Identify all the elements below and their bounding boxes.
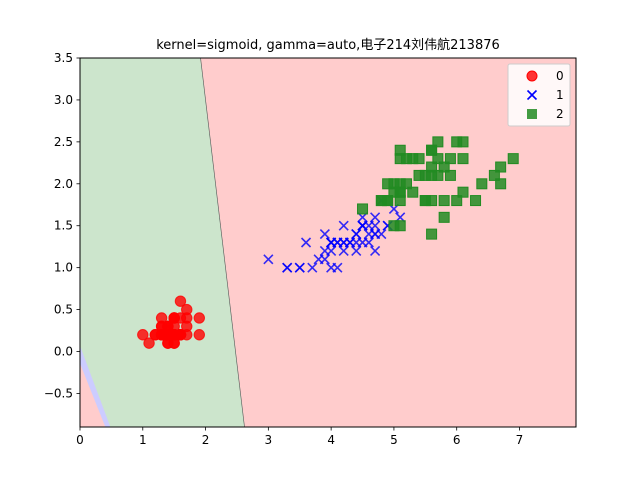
y-tick-label: 1.0	[54, 261, 73, 275]
point-class-2	[432, 136, 444, 148]
point-class-1	[319, 229, 330, 240]
point-class-2	[382, 178, 394, 190]
y-tick-label: 2.0	[54, 177, 73, 191]
point-class-0	[181, 303, 193, 316]
y-tick-label: 1.5	[54, 219, 73, 233]
legend-label-2: 2	[556, 107, 564, 121]
point-class-0	[137, 329, 149, 341]
point-class-1	[363, 229, 374, 240]
point-class-0	[162, 329, 174, 341]
point-class-2	[444, 169, 456, 181]
point-class-2	[419, 195, 431, 207]
point-class-2	[426, 228, 438, 240]
chart-title: kernel=sigmoid, gamma=auto,电子214刘伟航21387…	[156, 37, 500, 53]
point-class-1	[351, 229, 362, 240]
point-class-2	[394, 220, 406, 232]
point-class-0	[174, 295, 187, 307]
point-class-2	[394, 195, 406, 207]
point-class-1	[370, 212, 381, 223]
point-class-2	[438, 211, 450, 223]
point-class-2	[400, 178, 412, 190]
point-class-2	[438, 161, 450, 173]
point-class-2	[357, 203, 369, 215]
legend-box	[507, 63, 571, 127]
point-class-2	[375, 195, 387, 207]
x-tick-label: 3	[265, 433, 273, 447]
y-tick-label: 0.0	[54, 345, 73, 359]
legend: 0 1 2	[507, 63, 571, 127]
decision-regions	[80, 58, 576, 427]
point-class-2	[457, 186, 469, 198]
point-class-2	[426, 144, 438, 156]
point-class-2	[495, 178, 507, 190]
point-class-2	[413, 153, 425, 165]
point-class-2	[413, 169, 425, 181]
x-tick-label: 4	[327, 433, 335, 447]
point-class-0	[143, 337, 155, 349]
point-class-2	[451, 195, 463, 207]
point-class-2	[507, 153, 519, 165]
point-class-2	[438, 195, 450, 207]
point-class-1	[326, 245, 337, 256]
legend-marker-1	[526, 89, 538, 101]
x-tick-label: 2	[202, 433, 210, 447]
point-class-2	[470, 195, 482, 207]
x-tick-label: 5	[390, 433, 398, 447]
point-class-2	[407, 186, 419, 198]
data-points	[137, 136, 519, 349]
point-class-1	[338, 245, 349, 256]
point-class-2	[488, 169, 500, 181]
y-tick-label: 3.5	[54, 51, 73, 65]
y-tick-label: −0.5	[44, 386, 73, 400]
point-class-1	[263, 254, 274, 265]
plot-frame	[79, 57, 577, 428]
point-class-1	[370, 220, 381, 231]
point-class-1	[344, 237, 356, 248]
point-class-1	[307, 262, 318, 273]
point-class-0	[168, 312, 180, 324]
decision-region-class-1	[80, 346, 111, 427]
point-class-0	[193, 329, 205, 341]
point-class-1	[351, 245, 362, 256]
point-class-2	[444, 153, 456, 165]
point-class-2	[476, 178, 488, 190]
legend-label-1: 1	[556, 88, 564, 102]
point-class-2	[432, 153, 444, 165]
legend-marker-2	[527, 109, 537, 119]
x-tick-label: 6	[453, 433, 461, 447]
decision-boundary	[200, 58, 245, 427]
point-class-0	[193, 312, 205, 324]
point-class-2	[457, 153, 469, 165]
x-tick-label: 7	[516, 433, 524, 447]
point-class-1	[357, 220, 368, 231]
point-class-1	[282, 262, 293, 273]
point-class-1	[363, 237, 374, 248]
point-class-2	[426, 161, 438, 173]
point-class-1	[332, 262, 343, 273]
point-class-1	[376, 229, 387, 240]
y-tick-label: 0.5	[54, 303, 73, 317]
x-tick-label: 0	[76, 433, 84, 447]
point-class-2	[457, 136, 469, 148]
legend-marker-0	[526, 70, 538, 82]
point-class-2	[400, 153, 412, 165]
y-tick-label: 3.0	[54, 93, 73, 107]
point-class-2	[388, 186, 400, 198]
y-tick-label: 2.5	[54, 135, 73, 149]
point-class-1	[313, 254, 324, 265]
decision-region-class-0	[80, 364, 106, 427]
point-class-1	[294, 262, 305, 273]
point-class-1	[332, 237, 343, 248]
x-tick-label: 1	[139, 433, 147, 447]
point-class-1	[300, 237, 312, 248]
point-class-1	[370, 245, 381, 256]
point-class-1	[338, 220, 349, 231]
point-class-2	[495, 161, 507, 173]
x-axis: 0 1 2 3 4 5 6 7	[76, 427, 523, 447]
legend-label-0: 0	[556, 69, 564, 83]
y-axis: −0.5 0.0 0.5 1.0 1.5 2.0 2.5 3.0 3.5	[44, 51, 80, 400]
